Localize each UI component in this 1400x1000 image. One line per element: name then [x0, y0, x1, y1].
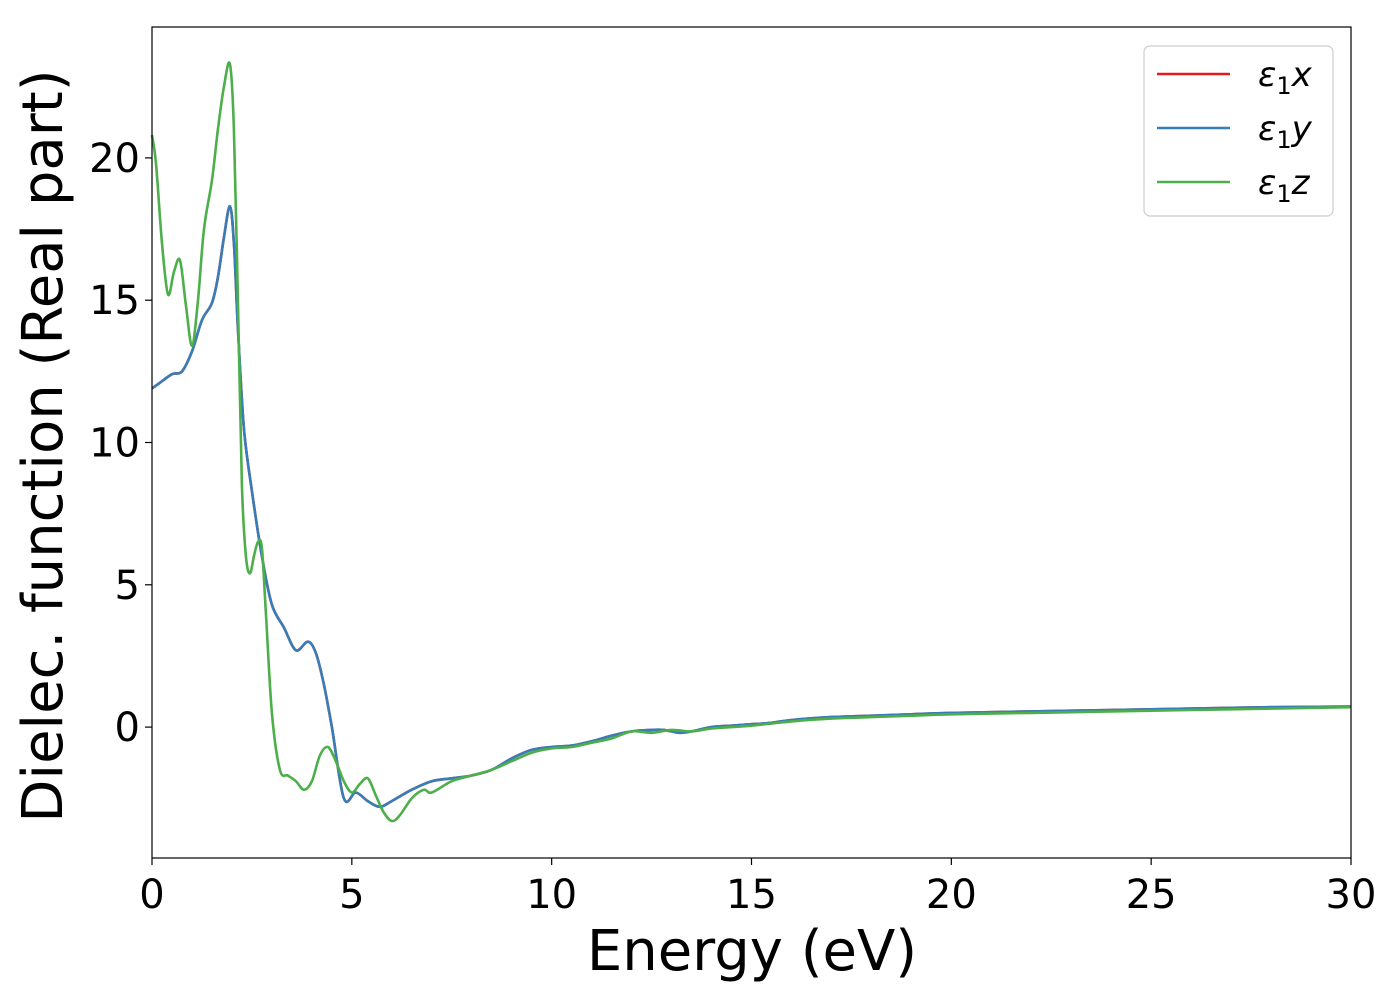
- legend-frame: [1143, 45, 1334, 217]
- y-tick-label: 10: [89, 421, 140, 467]
- x-tick-label: 0: [139, 872, 164, 918]
- x-axis-title: Energy (eV): [587, 919, 917, 984]
- x-tick-label: 30: [1326, 872, 1377, 918]
- y-tick-label: 5: [115, 563, 140, 609]
- y-axis-ticks: 0 5 10 15 20: [89, 136, 152, 751]
- series-line-2: [151, 204, 1352, 809]
- legend-label: ε1y: [1258, 109, 1313, 154]
- y-tick-label: 15: [89, 278, 140, 324]
- y-axis-title: Dielec. function (Real part): [11, 69, 76, 822]
- series-layer: [150, 61, 1352, 823]
- x-tick-label: 10: [526, 872, 577, 918]
- x-tick-label: 20: [926, 872, 977, 918]
- series-line-1: [151, 204, 1352, 809]
- x-tick-label: 15: [726, 872, 777, 918]
- x-axis-ticks: 0 5 10 15 20 25 30: [139, 858, 1376, 918]
- y-tick-label: 20: [89, 136, 140, 182]
- legend: ε1x ε1y ε1z: [1143, 45, 1334, 217]
- legend-label: ε1x: [1258, 55, 1313, 100]
- series-line-3: [150, 61, 1352, 823]
- x-tick-label: 25: [1126, 872, 1177, 918]
- x-tick-label: 5: [339, 872, 364, 918]
- y-tick-label: 0: [115, 705, 140, 751]
- legend-label: ε1z: [1258, 163, 1311, 208]
